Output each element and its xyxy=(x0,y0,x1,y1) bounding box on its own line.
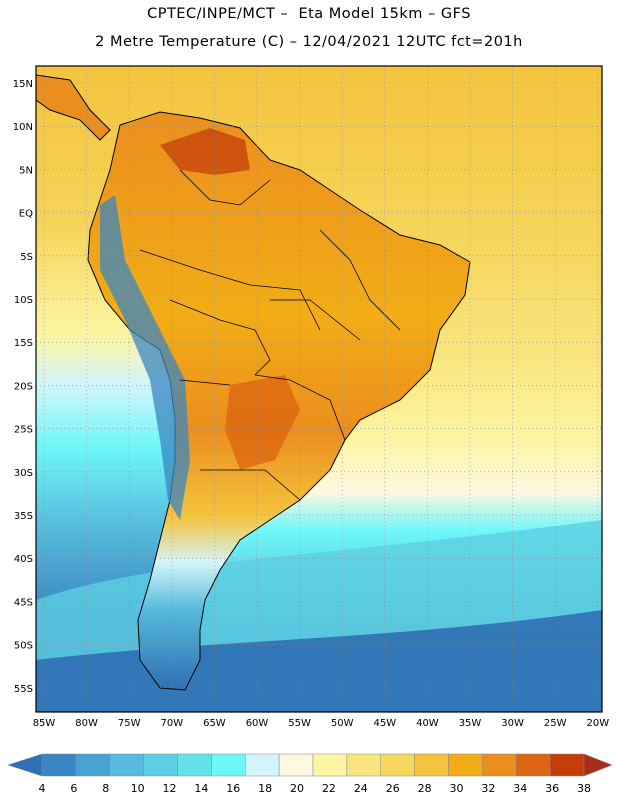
colorbar-label: 36 xyxy=(545,782,559,795)
colorbar-label: 38 xyxy=(577,782,591,795)
colorbar: 4 6 8 10 12 14 16 18 20 22 24 26 28 30 32 34 36 38 xyxy=(7,753,613,795)
lat-label: 45S xyxy=(14,597,33,608)
colorbar-swatch xyxy=(143,753,178,777)
lon-label: 30W xyxy=(501,718,524,729)
lat-label: 55S xyxy=(14,684,33,695)
lon-label: 75W xyxy=(118,718,141,729)
colorbar-label: 4 xyxy=(39,782,46,795)
lat-label: 10N xyxy=(13,122,33,133)
colorbar-label: 8 xyxy=(102,782,109,795)
colorbar-swatch xyxy=(312,753,348,777)
lat-label: 5N xyxy=(19,165,33,176)
colorbar-label: 6 xyxy=(70,782,77,795)
colorbar-swatch xyxy=(346,753,381,777)
colorbar-label: 10 xyxy=(131,782,145,795)
lon-label: 60W xyxy=(246,718,269,729)
colorbar-arrow-low xyxy=(7,753,43,777)
lat-label: 15N xyxy=(13,79,33,90)
colorbar-label: 22 xyxy=(322,782,336,795)
colorbar-label: 16 xyxy=(226,782,240,795)
colorbar-swatch xyxy=(245,753,280,777)
colorbar-arrow-high xyxy=(583,753,613,777)
colorbar-label: 24 xyxy=(354,782,368,795)
colorbar-label: 30 xyxy=(449,782,463,795)
colorbar-swatch xyxy=(278,753,314,777)
lat-label: 40S xyxy=(14,554,33,565)
lat-label: 15S xyxy=(14,338,33,349)
colorbar-swatch xyxy=(549,753,585,777)
lon-label: 20W xyxy=(586,718,609,729)
lat-label: 25S xyxy=(14,425,33,436)
lon-label: 45W xyxy=(373,718,396,729)
lat-label: EQ xyxy=(19,209,33,220)
colorbar-swatch xyxy=(75,753,110,777)
latitude-axis: 15N 10N 5N EQ 5S 10S 15S 20S 25S 30S 35S 40S 45S 50S 5… xyxy=(13,79,33,695)
lon-label: 85W xyxy=(33,718,56,729)
colorbar-swatch xyxy=(211,753,246,777)
colorbar-swatch xyxy=(414,753,449,777)
lat-label: 10S xyxy=(14,295,33,306)
colorbar-swatch xyxy=(448,753,483,777)
lat-label: 5S xyxy=(20,252,33,263)
andes-cold-strip xyxy=(100,195,190,520)
lon-label: 65W xyxy=(203,718,226,729)
lon-label: 70W xyxy=(160,718,183,729)
country-borders xyxy=(139,169,401,501)
longitude-axis: 85W 80W 75W 70W 65W 60W 55W 50W 45W 40W 35W 30W 25W 2… xyxy=(33,718,610,729)
colorbar-swatch xyxy=(482,753,517,777)
map-title-line1: CPTEC/INPE/MCT – Eta Model 15km – GFS xyxy=(147,6,471,22)
colorbar-swatch xyxy=(516,753,551,777)
map-frame xyxy=(35,65,603,713)
lon-label: 25W xyxy=(544,718,567,729)
lat-label: 20S xyxy=(14,381,33,392)
colorbar-label: 18 xyxy=(258,782,272,795)
lat-label: 30S xyxy=(14,468,33,479)
colorbar-swatch xyxy=(380,753,415,777)
central-america-land xyxy=(36,74,111,141)
lon-label: 55W xyxy=(288,718,311,729)
lat-label: 35S xyxy=(14,511,33,522)
colorbar-label: 26 xyxy=(386,782,400,795)
colorbar-label: 34 xyxy=(513,782,527,795)
colorbar-label: 14 xyxy=(194,782,208,795)
colorbar-swatch xyxy=(41,753,77,777)
lat-label: 50S xyxy=(14,641,33,652)
colorbar-swatch xyxy=(177,753,212,777)
colorbar-label: 28 xyxy=(418,782,432,795)
lon-label: 50W xyxy=(331,718,354,729)
colorbar-label: 20 xyxy=(290,782,304,795)
map-title-line2: 2 Metre Temperature (C) – 12/04/2021 12U… xyxy=(95,34,523,50)
hot-zone-north xyxy=(160,128,250,175)
lon-label: 40W xyxy=(416,718,439,729)
lon-label: 80W xyxy=(75,718,98,729)
hot-zone-chaco xyxy=(225,375,300,470)
lon-label: 35W xyxy=(459,718,482,729)
colorbar-label: 12 xyxy=(163,782,177,795)
colorbar-swatch xyxy=(109,753,144,777)
colorbar-label: 32 xyxy=(481,782,495,795)
